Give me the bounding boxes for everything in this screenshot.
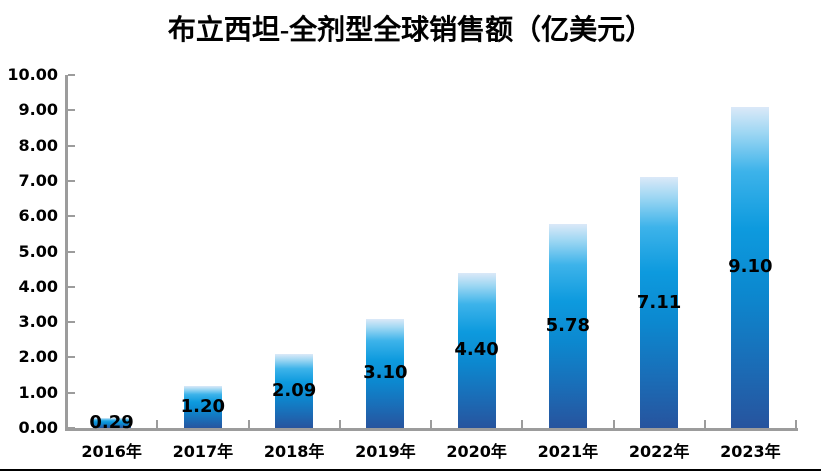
x-axis-label: 2018年: [263, 442, 325, 461]
bar: [457, 272, 496, 428]
bar-value-label: 3.10: [363, 362, 408, 384]
y-tick-label: 4.00: [18, 276, 58, 296]
bar: [731, 106, 770, 428]
y-tick-label: 3.00: [18, 312, 58, 332]
y-tick-label: 7.00: [18, 170, 58, 190]
x-axis-label: 2021年: [537, 442, 599, 461]
x-axis-tick: [795, 420, 797, 428]
bottom-rule: [0, 469, 821, 471]
y-axis-tick: [68, 250, 75, 253]
y-axis-tick: [68, 179, 75, 182]
bar: [548, 223, 587, 428]
x-axis-line: [65, 428, 798, 431]
y-tick-label: 6.00: [18, 206, 58, 226]
y-tick-label: 0.00: [18, 418, 58, 437]
x-axis-label: 2022年: [628, 442, 690, 461]
y-tick-label: 5.00: [18, 241, 58, 261]
x-axis-tick: [430, 420, 432, 428]
bar: [183, 385, 222, 428]
y-axis-tick: [68, 74, 75, 76]
bar: [640, 177, 679, 428]
x-axis-tick: [338, 420, 341, 428]
y-tick-label: 9.00: [18, 100, 58, 120]
y-tick-label: 2.00: [18, 347, 58, 367]
x-axis-label: 2019年: [355, 442, 416, 461]
x-axis-label: 2017年: [172, 442, 234, 461]
y-tick-label: 1.00: [18, 382, 58, 402]
y-axis-tick: [68, 109, 75, 112]
y-tick-label: 10.00: [7, 65, 58, 84]
x-axis-tick: [156, 420, 159, 428]
bar-value-label: 1.20: [180, 395, 226, 417]
bar-value-label: 2.09: [271, 380, 317, 402]
y-axis-tick: [68, 215, 75, 218]
x-axis-tick: [521, 420, 524, 428]
bar-value-label: 4.40: [454, 339, 499, 361]
x-axis-label: 2020年: [446, 442, 507, 461]
x-axis-tick: [703, 420, 706, 428]
x-axis-tick: [612, 420, 615, 428]
bar-value-label: 7.11: [636, 291, 682, 313]
chart-title: 布立西坦-全剂型全球销售额（亿美元）: [167, 15, 654, 46]
y-axis-tick: [68, 321, 75, 324]
bar: [275, 354, 314, 428]
y-axis-tick: [68, 391, 75, 394]
y-tick-label: 8.00: [18, 135, 58, 155]
bar-value-label: 0.29: [89, 411, 134, 433]
y-axis-tick: [68, 356, 75, 359]
x-axis-label: 2016年: [81, 442, 142, 461]
y-axis-line: [65, 75, 68, 431]
y-axis-tick: [68, 285, 75, 288]
x-axis-tick: [247, 420, 250, 428]
bar: [366, 318, 405, 428]
bar: [92, 417, 131, 428]
bar-value-label: 9.10: [728, 256, 773, 278]
y-axis-tick: [68, 427, 75, 429]
y-axis-tick: [68, 144, 75, 147]
bar-value-label: 5.78: [545, 314, 591, 336]
x-axis-label: 2023年: [720, 442, 781, 461]
